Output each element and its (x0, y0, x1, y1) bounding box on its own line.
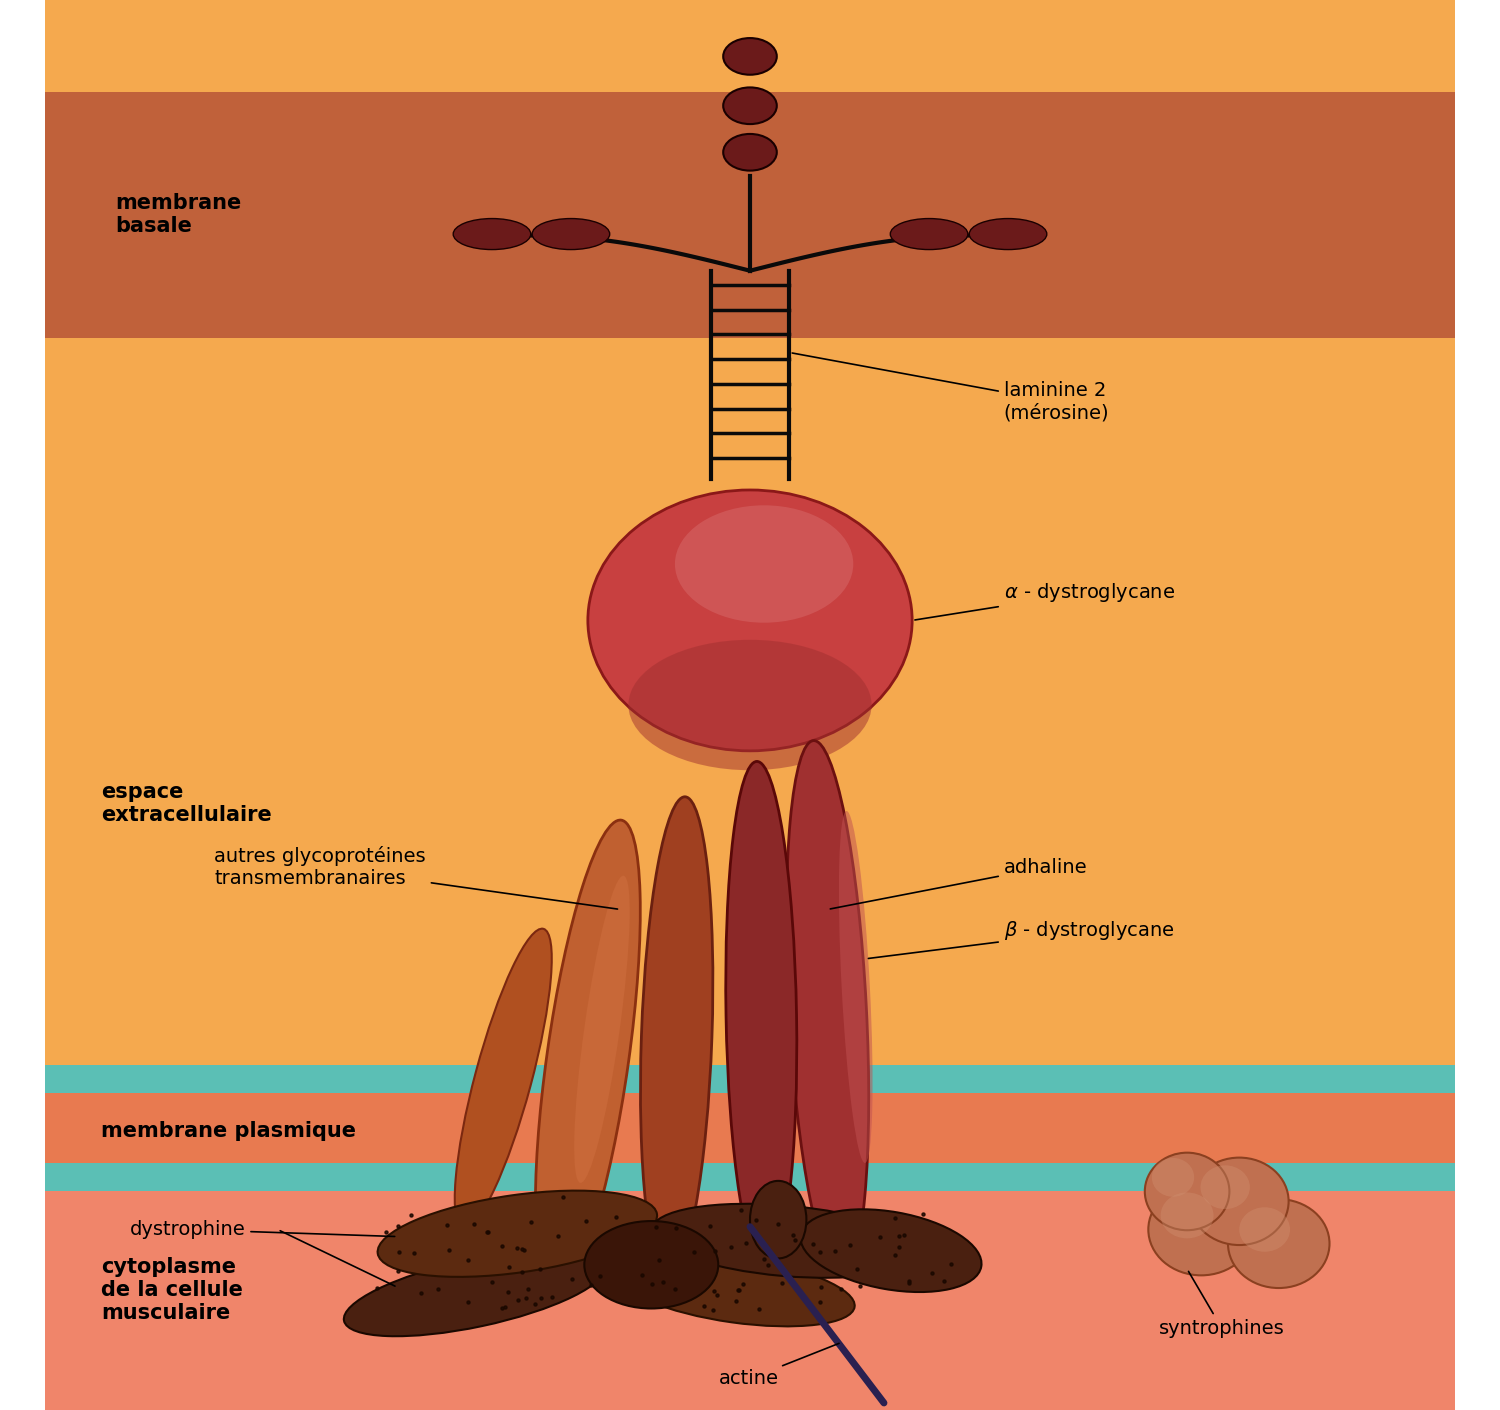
Ellipse shape (1161, 1193, 1214, 1238)
Text: actine: actine (718, 1344, 839, 1389)
Text: $\alpha$ - dystroglycane: $\alpha$ - dystroglycane (915, 581, 1174, 620)
Ellipse shape (1190, 1158, 1288, 1245)
Ellipse shape (454, 929, 552, 1228)
Text: autres glycoprotéines
transmembranaires: autres glycoprotéines transmembranaires (214, 846, 618, 909)
Ellipse shape (1228, 1198, 1329, 1289)
FancyBboxPatch shape (45, 0, 1455, 92)
Text: espace
extracellulaire: espace extracellulaire (102, 783, 272, 825)
FancyBboxPatch shape (45, 1163, 1455, 1410)
Ellipse shape (891, 219, 968, 250)
Text: $\beta$ - dystroglycane: $\beta$ - dystroglycane (868, 919, 1174, 959)
FancyBboxPatch shape (45, 92, 1455, 338)
Ellipse shape (453, 219, 531, 250)
Text: membrane plasmique: membrane plasmique (102, 1121, 357, 1141)
Ellipse shape (585, 1221, 718, 1308)
Ellipse shape (1200, 1165, 1249, 1208)
Ellipse shape (1239, 1207, 1290, 1252)
Ellipse shape (588, 489, 912, 750)
Text: adhaline: adhaline (831, 857, 1088, 909)
Ellipse shape (628, 640, 872, 770)
Ellipse shape (723, 134, 777, 171)
Ellipse shape (532, 219, 609, 250)
Ellipse shape (1149, 1184, 1254, 1275)
Ellipse shape (801, 1210, 981, 1292)
Ellipse shape (969, 219, 1047, 250)
Ellipse shape (786, 740, 868, 1276)
Text: membrane
basale: membrane basale (116, 193, 242, 235)
Ellipse shape (616, 1253, 855, 1327)
Ellipse shape (1152, 1158, 1194, 1197)
Ellipse shape (723, 38, 777, 75)
Ellipse shape (750, 1180, 807, 1258)
Ellipse shape (675, 505, 853, 623)
Text: cytoplasme
de la cellule
musculaire: cytoplasme de la cellule musculaire (102, 1256, 243, 1324)
Ellipse shape (652, 1204, 918, 1277)
Ellipse shape (378, 1190, 657, 1277)
FancyBboxPatch shape (45, 1163, 1455, 1191)
Ellipse shape (839, 811, 873, 1163)
Text: syntrophines: syntrophines (1160, 1272, 1284, 1338)
Ellipse shape (574, 876, 630, 1183)
Ellipse shape (536, 821, 640, 1294)
Text: dystrophine: dystrophine (129, 1220, 394, 1239)
Ellipse shape (1144, 1153, 1230, 1230)
FancyBboxPatch shape (45, 1093, 1455, 1163)
Ellipse shape (344, 1249, 606, 1337)
Ellipse shape (723, 87, 777, 124)
FancyBboxPatch shape (45, 338, 1455, 1065)
Ellipse shape (726, 761, 796, 1269)
Ellipse shape (640, 797, 712, 1276)
Text: laminine 2
(mérosine): laminine 2 (mérosine) (792, 352, 1110, 423)
FancyBboxPatch shape (45, 1065, 1455, 1093)
